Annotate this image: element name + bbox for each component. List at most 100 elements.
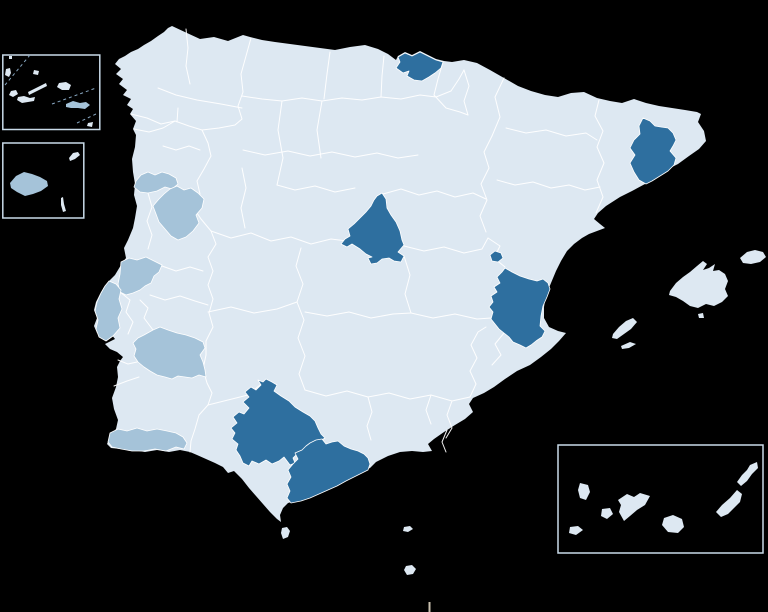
island-desertas bbox=[61, 197, 66, 212]
region-evora bbox=[132, 326, 207, 380]
dashed-divider bbox=[51, 87, 97, 105]
border-line bbox=[496, 179, 601, 191]
balearic-islands bbox=[612, 250, 766, 349]
border-line bbox=[117, 359, 138, 365]
border-line bbox=[295, 247, 306, 391]
border-line bbox=[113, 376, 140, 387]
border-line bbox=[304, 311, 412, 319]
border-line bbox=[162, 145, 201, 151]
region-malaga bbox=[286, 438, 371, 504]
border-line bbox=[382, 188, 487, 200]
border-line bbox=[366, 396, 373, 441]
border-line bbox=[119, 291, 134, 335]
island-flores bbox=[5, 68, 11, 77]
small-territories bbox=[281, 526, 416, 575]
island-la-gomera bbox=[601, 508, 613, 519]
territory-ceuta bbox=[403, 526, 413, 532]
territory-gibraltar-bay bbox=[281, 527, 290, 539]
island-porto-santo bbox=[69, 152, 80, 161]
island-corvo bbox=[9, 56, 12, 59]
edge-speck bbox=[428, 602, 431, 612]
border-line bbox=[491, 332, 505, 366]
azores-islands bbox=[5, 56, 93, 127]
azores-group-lines bbox=[4, 54, 97, 124]
border-line bbox=[207, 379, 267, 406]
region-lisboa bbox=[94, 280, 123, 342]
border-line bbox=[133, 120, 176, 133]
island-mallorca bbox=[669, 261, 728, 308]
island-la-palma bbox=[578, 483, 590, 500]
border-line bbox=[316, 100, 323, 159]
island-graciosa bbox=[33, 70, 39, 75]
border-line bbox=[185, 28, 191, 85]
inset-canary-frame bbox=[557, 444, 764, 554]
territory-penon bbox=[404, 565, 416, 575]
region-porto bbox=[133, 171, 179, 194]
highlighted-districts-medium bbox=[94, 171, 207, 452]
inset-madeira bbox=[2, 142, 85, 219]
border-line bbox=[445, 400, 453, 439]
border-line bbox=[210, 230, 348, 245]
border-line bbox=[410, 312, 492, 320]
border-line bbox=[149, 294, 209, 306]
border-line bbox=[304, 389, 471, 402]
province-borders bbox=[113, 28, 605, 453]
border-line bbox=[380, 55, 385, 98]
island-menorca bbox=[740, 250, 766, 264]
border-line bbox=[491, 77, 505, 137]
island-pico bbox=[17, 96, 35, 103]
region-vizcaya bbox=[395, 51, 444, 82]
border-line bbox=[594, 99, 605, 214]
island-santa-maria bbox=[87, 122, 93, 127]
border-line bbox=[505, 127, 598, 141]
dashed-divider bbox=[4, 54, 31, 86]
region-madeira bbox=[10, 172, 48, 196]
border-line bbox=[276, 100, 284, 186]
border-line bbox=[207, 301, 298, 314]
region-madrid bbox=[340, 192, 405, 265]
island-faial bbox=[9, 90, 18, 97]
border-line bbox=[240, 167, 247, 229]
border-line bbox=[433, 94, 469, 116]
region-faro bbox=[107, 427, 188, 452]
island-fuerteventura bbox=[716, 490, 742, 517]
canary-islands bbox=[569, 462, 758, 535]
border-line bbox=[403, 255, 412, 314]
border-line bbox=[441, 429, 448, 453]
region-barcelona bbox=[629, 117, 677, 185]
region-viseu bbox=[152, 185, 205, 241]
border-line bbox=[323, 51, 331, 100]
island-sao-jorge bbox=[28, 83, 47, 95]
madeira-islands bbox=[61, 152, 80, 212]
border-line bbox=[425, 394, 432, 425]
border-line bbox=[176, 107, 179, 123]
border-line bbox=[241, 90, 452, 102]
region-sevilla bbox=[230, 378, 326, 467]
iberian-peninsula-landmass bbox=[94, 26, 706, 522]
region-valencia-exclave bbox=[489, 250, 504, 263]
region-sao-miguel bbox=[66, 101, 90, 109]
region-valencia bbox=[488, 267, 551, 349]
border-line bbox=[479, 135, 493, 233]
dashed-divider bbox=[76, 113, 97, 124]
border-line bbox=[146, 192, 153, 250]
border-line bbox=[276, 184, 356, 193]
island-tenerife bbox=[618, 493, 650, 521]
border-line bbox=[161, 265, 204, 272]
inset-madeira-frame bbox=[2, 142, 85, 219]
island-gran-canaria bbox=[662, 515, 684, 533]
border-line bbox=[201, 37, 252, 131]
inset-azores-frame bbox=[2, 54, 101, 131]
border-line bbox=[403, 237, 489, 254]
island-lanzarote bbox=[737, 462, 758, 486]
inset-canary-islands bbox=[557, 444, 764, 554]
border-line bbox=[242, 149, 419, 159]
border-line bbox=[139, 299, 154, 331]
island-ibiza bbox=[612, 318, 637, 339]
highlighted-provinces-strong bbox=[230, 51, 677, 504]
border-line bbox=[450, 69, 465, 92]
island-el-hierro bbox=[569, 526, 583, 535]
border-line bbox=[157, 87, 243, 109]
